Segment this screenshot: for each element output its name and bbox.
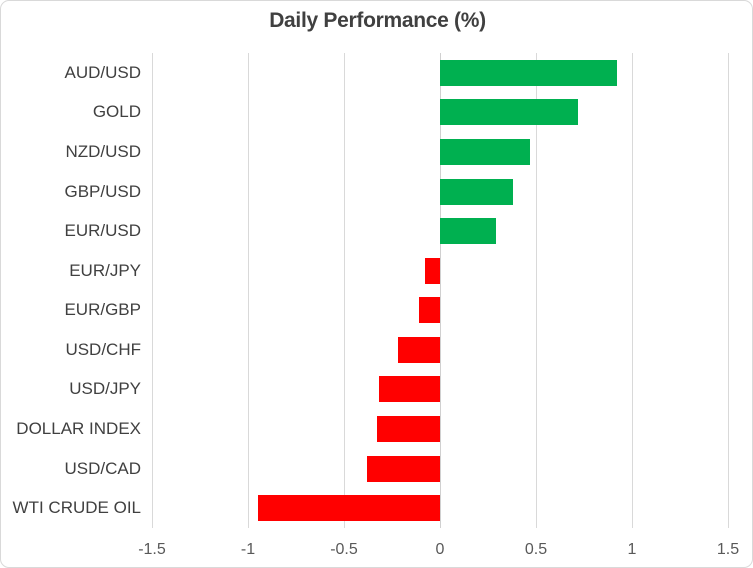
- gridline: [728, 53, 729, 528]
- bar-usd-jpy: [378, 376, 440, 403]
- category-label: EUR/GBP: [64, 300, 141, 320]
- gridline: [152, 53, 153, 528]
- gridline: [536, 53, 537, 528]
- category-label: WTI CRUDE OIL: [12, 498, 141, 518]
- chart-title: Daily Performance (%): [269, 9, 486, 32]
- gridline: [344, 53, 345, 528]
- category-label: USD/JPY: [69, 379, 141, 399]
- bar-eur-jpy: [424, 257, 440, 284]
- x-axis-tick-label: -0.5: [330, 541, 358, 558]
- x-axis-tick-label: 1: [627, 541, 637, 558]
- plot-area: [152, 53, 729, 528]
- bar-eur-usd: [440, 218, 496, 245]
- gridline: [248, 53, 249, 528]
- zero-gridline: [440, 53, 441, 528]
- category-label: USD/CAD: [64, 458, 141, 478]
- category-label: GBP/USD: [64, 181, 141, 201]
- category-label: EUR/USD: [64, 221, 141, 241]
- gridline: [632, 53, 633, 528]
- category-label: AUD/USD: [64, 62, 141, 82]
- category-label: USD/CHF: [65, 339, 141, 359]
- x-axis-tick-label: -1: [240, 541, 256, 558]
- bar-gold: [440, 99, 579, 126]
- bar-gbp-usd: [440, 178, 513, 205]
- bar-usd-cad: [367, 455, 440, 482]
- bar-eur-gbp: [418, 297, 440, 324]
- bar-dollar-index: [376, 416, 440, 443]
- bar-aud-usd: [440, 59, 617, 86]
- x-axis-tick-label: 0.5: [524, 541, 548, 558]
- bar-nzd-usd: [440, 138, 531, 165]
- category-label: DOLLAR INDEX: [16, 419, 141, 439]
- category-label: NZD/USD: [65, 141, 141, 161]
- x-axis-tick-label: 1.5: [716, 541, 740, 558]
- category-label: EUR/JPY: [69, 260, 141, 280]
- bar-wti-crude-oil: [257, 495, 440, 522]
- x-axis-tick-label: 0: [435, 541, 445, 558]
- x-axis-tick-label: -1.5: [138, 541, 166, 558]
- category-label: GOLD: [92, 102, 141, 122]
- bar-usd-chf: [397, 336, 440, 363]
